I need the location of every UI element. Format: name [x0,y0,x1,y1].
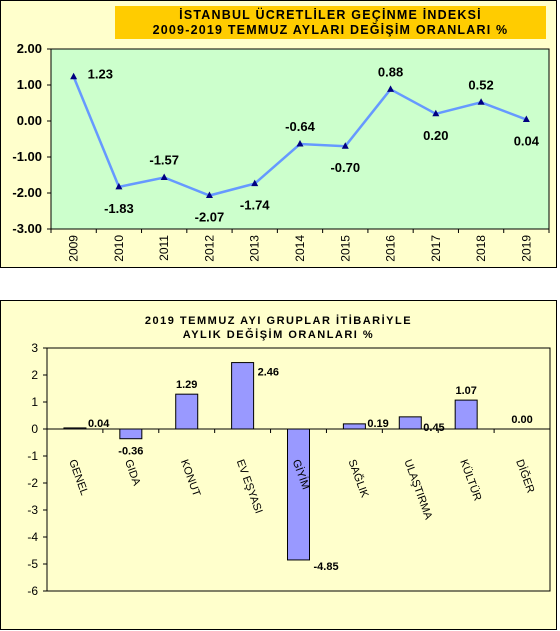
x-tick-label: 2014 [293,235,307,262]
y-tick-label: -1 [27,449,38,463]
bar [119,428,143,440]
y-tick-label: -3.00 [12,221,42,236]
data-point [296,140,304,147]
data-label: -1.83 [104,201,134,216]
y-tick-label: 1 [31,395,38,409]
data-label: 0.45 [423,422,444,434]
data-point [387,85,395,92]
data-label: -4.85 [314,561,339,573]
bar-chart-panel: 2019 TEMMUZ AYI GRUPLAR İTİBARİYLE AYLIK… [0,300,557,630]
line-chart-panel: İSTANBUL ÜCRETLİLER GEÇİNME İNDEKSİ 2009… [0,0,557,268]
y-tick-label: -2.00 [12,185,42,200]
data-label: 0.88 [378,64,403,79]
x-tick-label: 2018 [474,235,488,262]
data-label: 0.04 [88,418,110,430]
data-label: 2.46 [258,367,279,379]
data-label: 0.19 [367,418,388,430]
data-point [522,115,530,123]
y-tick-label: -6 [27,584,38,598]
data-point [70,72,78,80]
data-label: -0.70 [330,160,360,175]
x-tick-label: 2017 [429,235,443,262]
line-chart-title-line-1: İSTANBUL ÜCRETLİLER GEÇİNME İNDEKSİ [179,8,482,22]
y-tick-label: 2 [31,368,38,382]
y-tick-label: 2.00 [17,41,42,56]
y-tick-label: 0 [31,422,38,436]
data-point [432,109,440,117]
y-tick-label: 1.00 [17,77,42,92]
x-tick-label: 2019 [519,235,533,262]
data-point [341,142,349,149]
y-tick-label: -4 [27,530,38,544]
x-tick-label: 2012 [202,235,216,262]
data-point [251,179,259,187]
x-tick-label: 2015 [338,235,352,262]
x-tick-label: 2010 [112,235,126,262]
data-label: 0.04 [514,134,540,149]
data-label: 0.00 [511,414,532,426]
y-tick-label: 0.00 [17,113,42,128]
y-tick-label: -5 [27,557,38,571]
bar [287,428,310,561]
x-tick-label: 2011 [157,235,171,261]
bar [342,423,366,430]
x-tick-label: 2016 [384,235,398,262]
data-label: -0.36 [118,446,143,458]
data-label: 1.23 [88,67,113,82]
x-tick-label: 2009 [67,235,81,262]
data-label: 0.20 [423,128,448,143]
bar [454,399,478,430]
bar-chart: 3210-1-2-3-4-5-60.04GENEL-0.36GIDA1.29KO… [27,341,551,598]
data-label: -2.07 [195,210,225,225]
y-tick-label: -3 [27,503,38,517]
y-tick-label: 3 [31,341,38,355]
plot-area [50,48,550,230]
line-chart-title-box: İSTANBUL ÜCRETLİLER GEÇİNME İNDEKSİ 2009… [115,6,546,39]
data-point [477,98,485,105]
bar [231,362,255,430]
data-point [205,191,213,199]
data-point [160,173,168,181]
data-label: -1.74 [240,198,270,213]
data-label: -0.64 [285,119,315,134]
bar-chart-title-line-2: AYLIK DEĞİŞİM ORANLARI % [182,329,375,341]
bar [398,416,422,430]
bar [175,393,199,430]
y-tick-label: -1.00 [12,149,42,164]
data-label: 1.29 [176,379,197,391]
x-tick-label: 2013 [248,235,262,262]
line-chart-title-line-2: 2009-2019 TEMMUZ AYLARI DEĞİŞİM ORANLARI… [152,23,509,37]
data-label: 1.07 [455,385,476,397]
data-label: -1.57 [149,153,179,168]
data-label: 0.52 [468,77,493,92]
bar [63,427,87,430]
data-point [115,182,123,190]
bar-chart-title-line-1: 2019 TEMMUZ AYI GRUPLAR İTİBARİYLE [144,315,413,327]
line-chart: 2.00 1.00 0.00 -1.00 -2.00 -3.00 2009 2010 2011 2… [12,41,550,262]
y-tick-label: -2 [27,476,38,490]
